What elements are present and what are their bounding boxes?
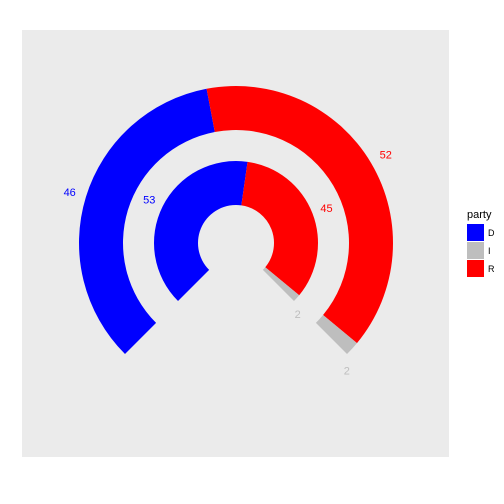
data-label-ring2-d: 46 — [64, 187, 76, 199]
legend-label-r: R — [488, 264, 495, 274]
arc-ring1-i — [262, 267, 300, 301]
arc-ring2-r — [206, 85, 394, 344]
arc-ring2-i — [315, 315, 357, 355]
arc-ring1-d — [154, 161, 248, 301]
data-label-ring2-r: 52 — [380, 149, 392, 161]
data-labels: 53 45 2 46 52 2 — [64, 149, 392, 377]
legend: party D I R — [467, 209, 495, 277]
arc-ring2-d — [78, 88, 215, 355]
arc-ring1-r — [241, 161, 318, 296]
legend-label-d: D — [488, 228, 495, 238]
legend-swatch-d — [467, 224, 484, 241]
donut-arcs — [78, 85, 394, 355]
data-label-ring1-d: 53 — [143, 195, 155, 207]
data-label-ring2-i: 2 — [344, 366, 350, 378]
data-label-ring1-r: 45 — [320, 203, 332, 215]
legend-swatch-i — [467, 242, 484, 259]
legend-swatch-r — [467, 260, 484, 277]
legend-label-i: I — [488, 246, 491, 256]
data-label-ring1-i: 2 — [295, 309, 301, 321]
legend-title: party — [467, 209, 492, 221]
